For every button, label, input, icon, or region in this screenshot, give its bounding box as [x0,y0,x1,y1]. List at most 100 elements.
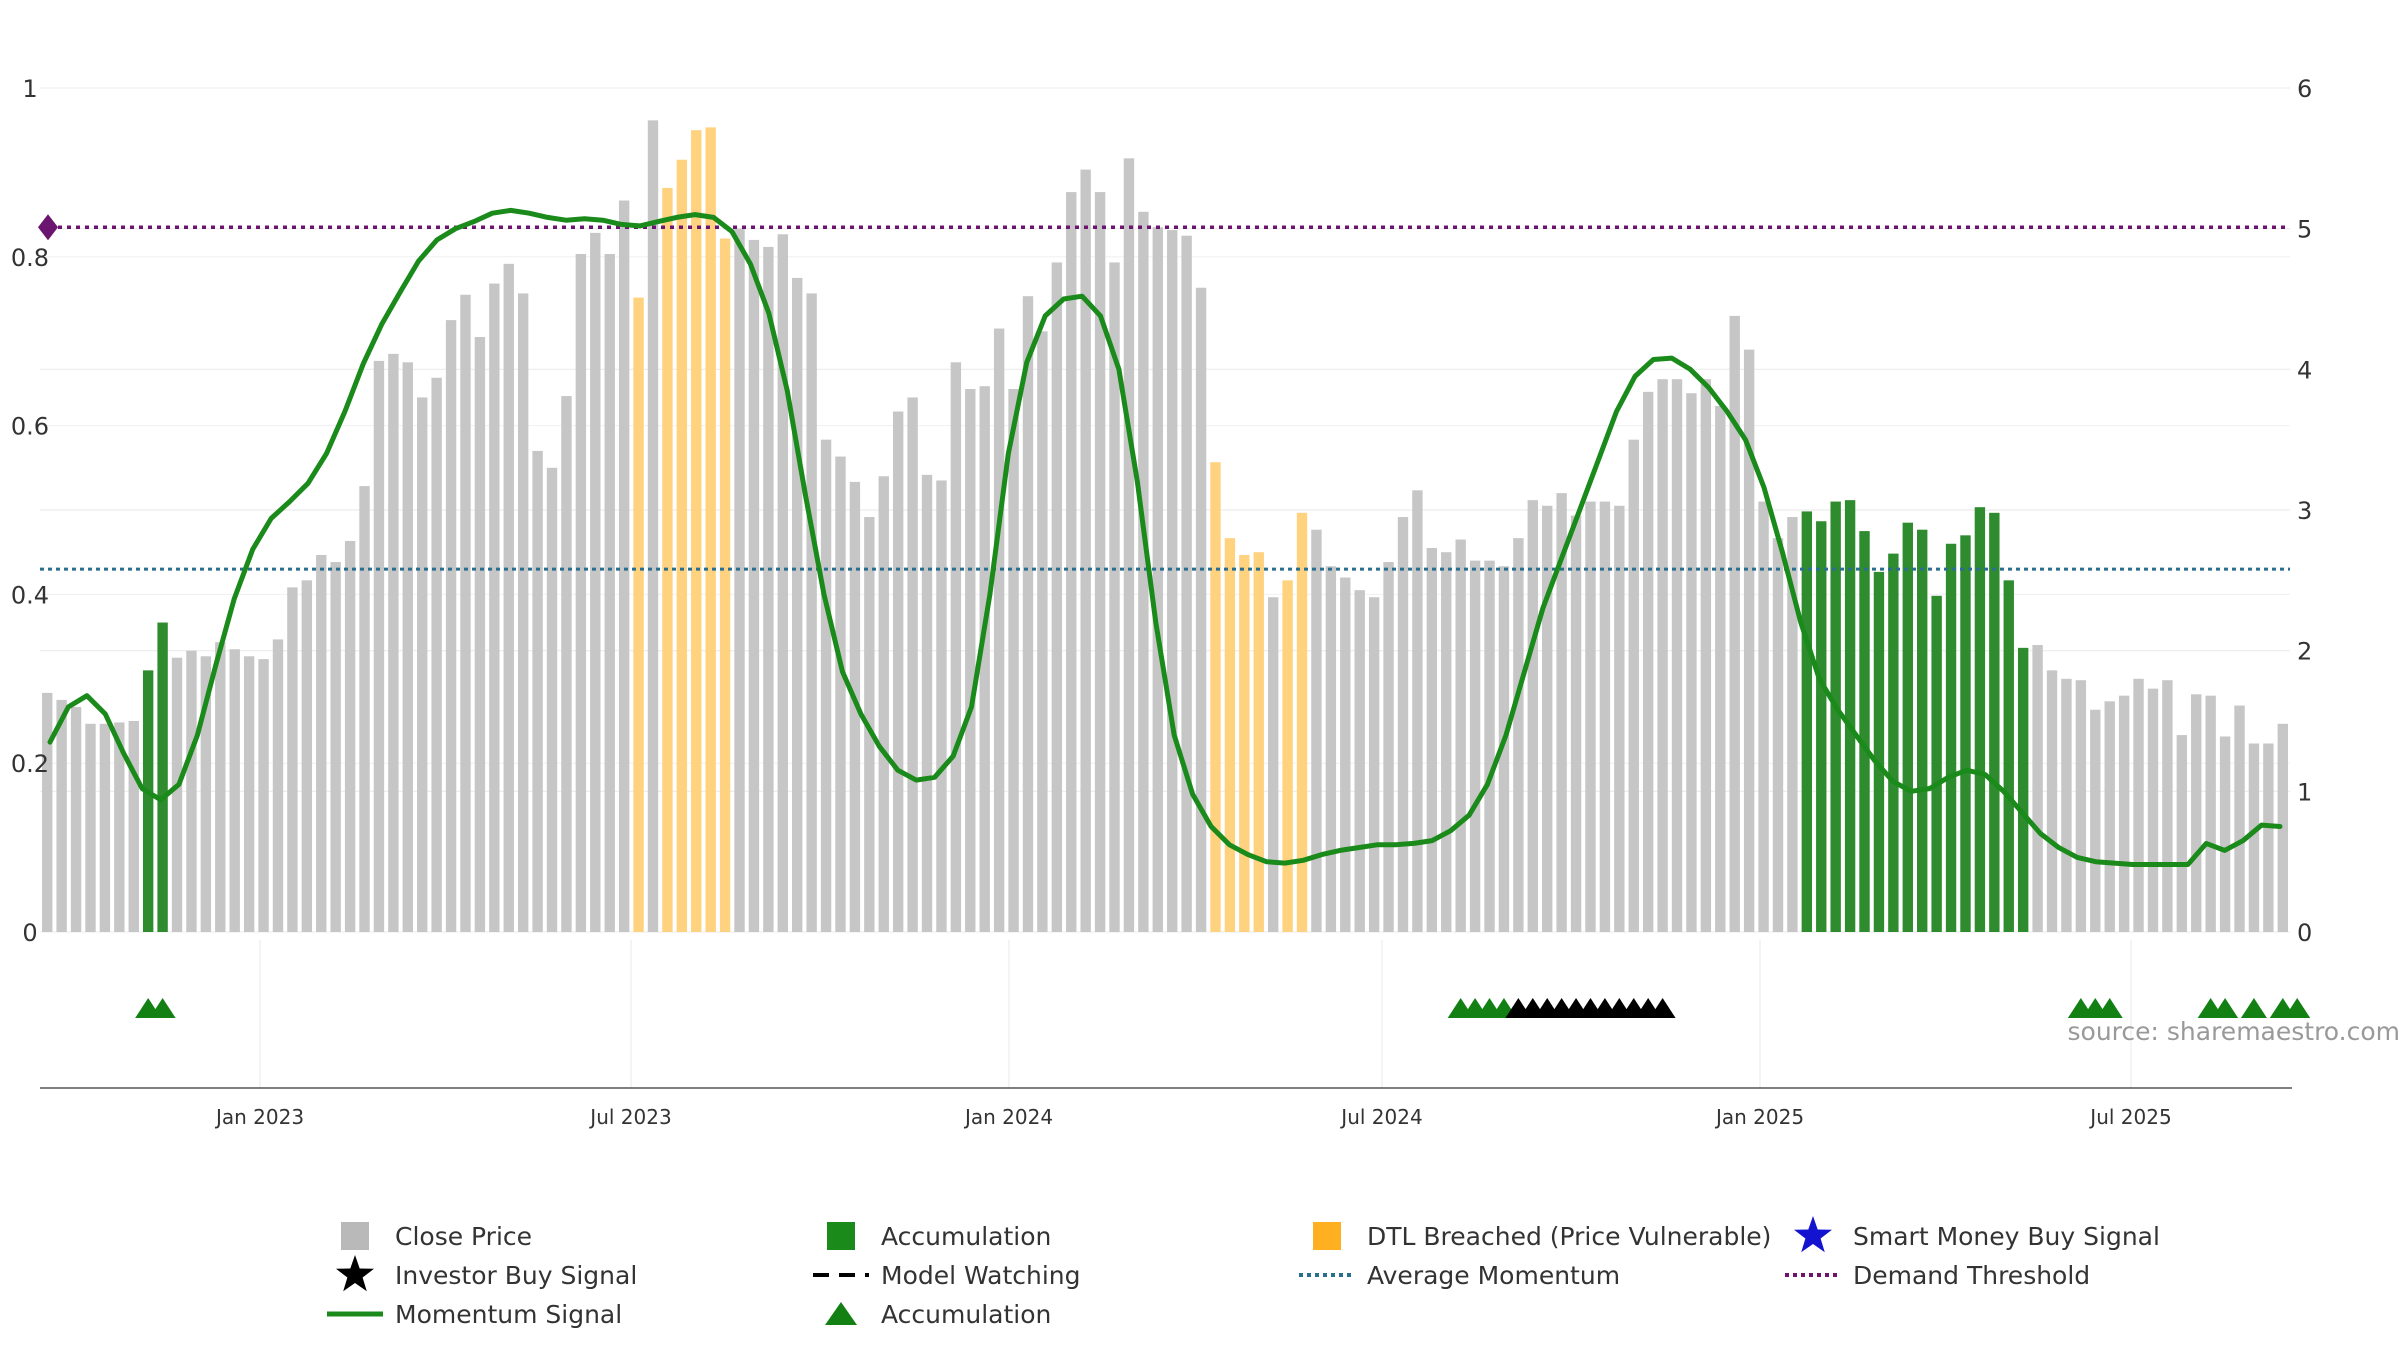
legend-star-icon-3 [1794,1216,1832,1253]
legend-item-8: Momentum Signal [327,1300,622,1329]
dtl-breached-bar-45 [691,130,702,932]
legend-item-5: Model Watching [813,1261,1081,1290]
close-price-bar-149 [2191,694,2202,932]
close-price-bar-99 [1469,560,1481,932]
legend-label-5: Model Watching [881,1261,1081,1290]
close-price-bar-111 [1642,391,1654,933]
close-price-bar-34 [532,450,543,932]
close-price-bar-80 [1195,287,1207,932]
legend-swatch-1 [827,1222,855,1250]
close-price-bar-107 [1585,501,1596,932]
legend-label-8: Momentum Signal [395,1300,622,1329]
close-price-bar-69 [1037,331,1048,932]
close-price-bar-51 [777,234,788,932]
legend-item-6: Average Momentum [1299,1261,1620,1290]
right-axis-tick-3: 3 [2297,497,2312,525]
close-price-bar-145 [2133,678,2144,932]
close-price-bar-64 [965,389,976,932]
close-price-bar-139 [2046,670,2058,932]
close-price-bar-97 [1441,552,1452,932]
right-axis-tick-1: 1 [2297,778,2312,806]
close-price-bar-55 [835,456,846,932]
x-axis-tick-3: Jul 2024 [1339,1105,1422,1129]
legend-triangle-icon-9 [825,1302,857,1325]
legend-label-3: Smart Money Buy Signal [1853,1222,2160,1251]
close-price-bar-94 [1397,517,1409,932]
accumulation-triangle-1 [149,998,176,1018]
accumulation-bar-126 [1859,531,1870,932]
close-price-bar-13 [229,649,240,932]
legend-label-4: Investor Buy Signal [395,1261,637,1290]
dtl-breached-bar-82 [1224,538,1236,932]
close-price-bar-93 [1383,562,1394,932]
x-axis-tick-2: Jan 2024 [963,1105,1053,1129]
legend-swatch-2 [1313,1222,1341,1250]
close-price-bar-1 [56,699,67,932]
close-price-bar-66 [993,328,1005,932]
close-price-bar-148 [2176,735,2188,932]
dtl-breached-bar-84 [1253,552,1264,932]
x-axis-tick-5: Jul 2025 [2088,1105,2171,1129]
close-price-bar-79 [1181,235,1192,932]
close-price-bar-39 [604,253,615,932]
accumulation-bar-133 [1960,535,1971,932]
close-price-bar-143 [2104,701,2115,932]
close-price-bar-38 [590,232,601,933]
dtl-breached-bar-43 [662,187,673,932]
close-price-bar-70 [1051,262,1063,933]
close-price-bar-114 [1686,393,1697,932]
accumulation-bar-125 [1844,500,1856,932]
close-price-bar-2 [70,706,82,932]
dtl-breached-bar-41 [633,297,644,932]
close-price-bar-18 [301,580,313,932]
close-price-bar-115 [1700,379,1712,932]
close-price-bar-75 [1123,158,1135,933]
dtl-breached-bar-81 [1210,462,1221,932]
close-price-bar-49 [748,239,760,933]
close-price-bar-112 [1657,379,1668,932]
x-axis-tick-1: Jul 2023 [588,1105,671,1129]
legend-label-0: Close Price [395,1222,532,1251]
close-price-bar-16 [272,639,284,932]
close-price-bar-90 [1340,577,1351,932]
close-price-bar-154 [2263,743,2274,932]
close-price-bar-88 [1311,529,1322,932]
accumulation-bar-135 [1989,512,2000,932]
close-price-bar-117 [1729,315,1740,932]
close-price-bar-104 [1542,505,1553,932]
close-price-bar-28 [445,320,457,933]
legend-label-2: DTL Breached (Price Vulnerable) [1367,1222,1771,1251]
close-price-bar-61 [921,474,933,932]
close-price-bar-23 [373,360,385,933]
close-price-bar-116 [1715,405,1726,932]
close-price-bar-36 [561,396,572,932]
legend: Close Price Accumulation DTL Breached (Pri… [327,1216,2160,1329]
accumulation-bar-8 [157,622,168,932]
close-price-bar-30 [474,336,486,933]
demand-threshold-marker [38,214,58,241]
legend-label-7: Demand Threshold [1853,1261,2090,1290]
close-price-bar-144 [2118,695,2130,932]
right-axis-tick-4: 4 [2297,356,2312,384]
close-price-bar-27 [431,377,442,933]
accumulation-bar-7 [142,670,154,932]
close-price-bar-54 [820,439,832,932]
axes: 0 0.2 0.4 0.6 0.8 1 0 1 2 3 4 5 6 Jan 2023 Jul 2023 Jan… [11,75,2312,1129]
close-price-bar-109 [1614,505,1625,932]
close-price-bar-29 [460,294,471,932]
left-axis-tick-0: 0 [22,919,37,947]
close-price-bar-113 [1671,379,1683,932]
close-price-bar-72 [1080,169,1091,932]
close-price-bar-53 [806,293,817,933]
accumulation-triangle-21 [2212,998,2239,1018]
close-price-bar-105 [1556,493,1567,932]
close-price-bar-56 [849,481,861,932]
accumulation-triangle-24 [2284,998,2311,1018]
legend-star-icon-4 [336,1255,374,1292]
close-price-bar-138 [2032,645,2043,932]
close-price-bar-40 [618,200,630,933]
x-axis-tick-4: Jan 2025 [1714,1105,1804,1129]
right-axis-tick-5: 5 [2297,216,2312,244]
close-price-bar-5 [114,722,125,932]
